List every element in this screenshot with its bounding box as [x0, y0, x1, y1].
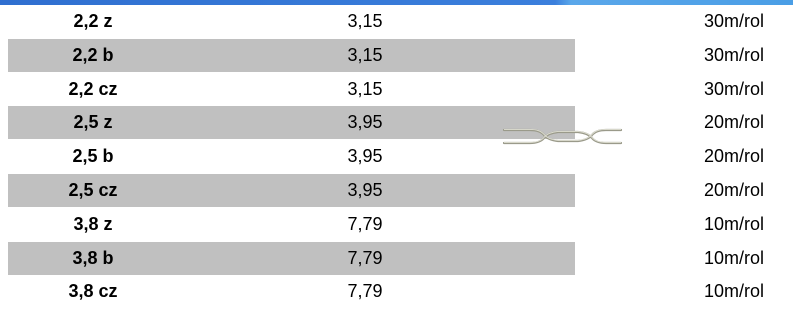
price: 7,79 [290, 242, 440, 275]
price: 7,79 [290, 275, 440, 308]
package-size: 20m/rol [704, 140, 793, 173]
package-size: 30m/rol [704, 5, 793, 38]
package-size: 20m/rol [704, 174, 793, 207]
table-row: 3,8 z 7,79 10m/rol [0, 208, 793, 241]
table-row: 2,2 z 3,15 30m/rol [0, 5, 793, 38]
price: 7,79 [290, 208, 440, 241]
product-name: 2,2 z [8, 5, 178, 38]
product-name: 2,5 b [8, 140, 178, 173]
price: 3,15 [290, 5, 440, 38]
table-row: 2,5 z 3,95 20m/rol [0, 106, 793, 139]
product-name: 2,5 cz [8, 174, 178, 207]
product-name: 2,2 b [8, 39, 178, 72]
package-size: 30m/rol [704, 39, 793, 72]
table-row: 2,2 b 3,15 30m/rol [0, 39, 793, 72]
table-row: 2,5 cz 3,95 20m/rol [0, 174, 793, 207]
table-row: 3,8 cz 7,79 10m/rol [0, 275, 793, 308]
table-row: 3,8 b 7,79 10m/rol [0, 242, 793, 275]
product-name: 3,8 b [8, 242, 178, 275]
package-size: 30m/rol [704, 73, 793, 106]
price: 3,95 [290, 140, 440, 173]
table-row: 2,2 cz 3,15 30m/rol [0, 73, 793, 106]
package-size: 20m/rol [704, 106, 793, 139]
product-name: 2,5 z [8, 106, 178, 139]
price: 3,15 [290, 73, 440, 106]
price: 3,95 [290, 174, 440, 207]
product-name: 3,8 z [8, 208, 178, 241]
price: 3,15 [290, 39, 440, 72]
chain-image [500, 121, 625, 153]
package-size: 10m/rol [704, 242, 793, 275]
product-name: 2,2 cz [8, 73, 178, 106]
package-size: 10m/rol [704, 208, 793, 241]
price: 3,95 [290, 106, 440, 139]
product-name: 3,8 cz [8, 275, 178, 308]
table-row: 2,5 b 3,95 20m/rol [0, 140, 793, 173]
page: 2,2 z 3,15 30m/rol 2,2 b 3,15 30m/rol 2,2 cz 3,… [0, 0, 793, 309]
package-size: 10m/rol [704, 275, 793, 308]
